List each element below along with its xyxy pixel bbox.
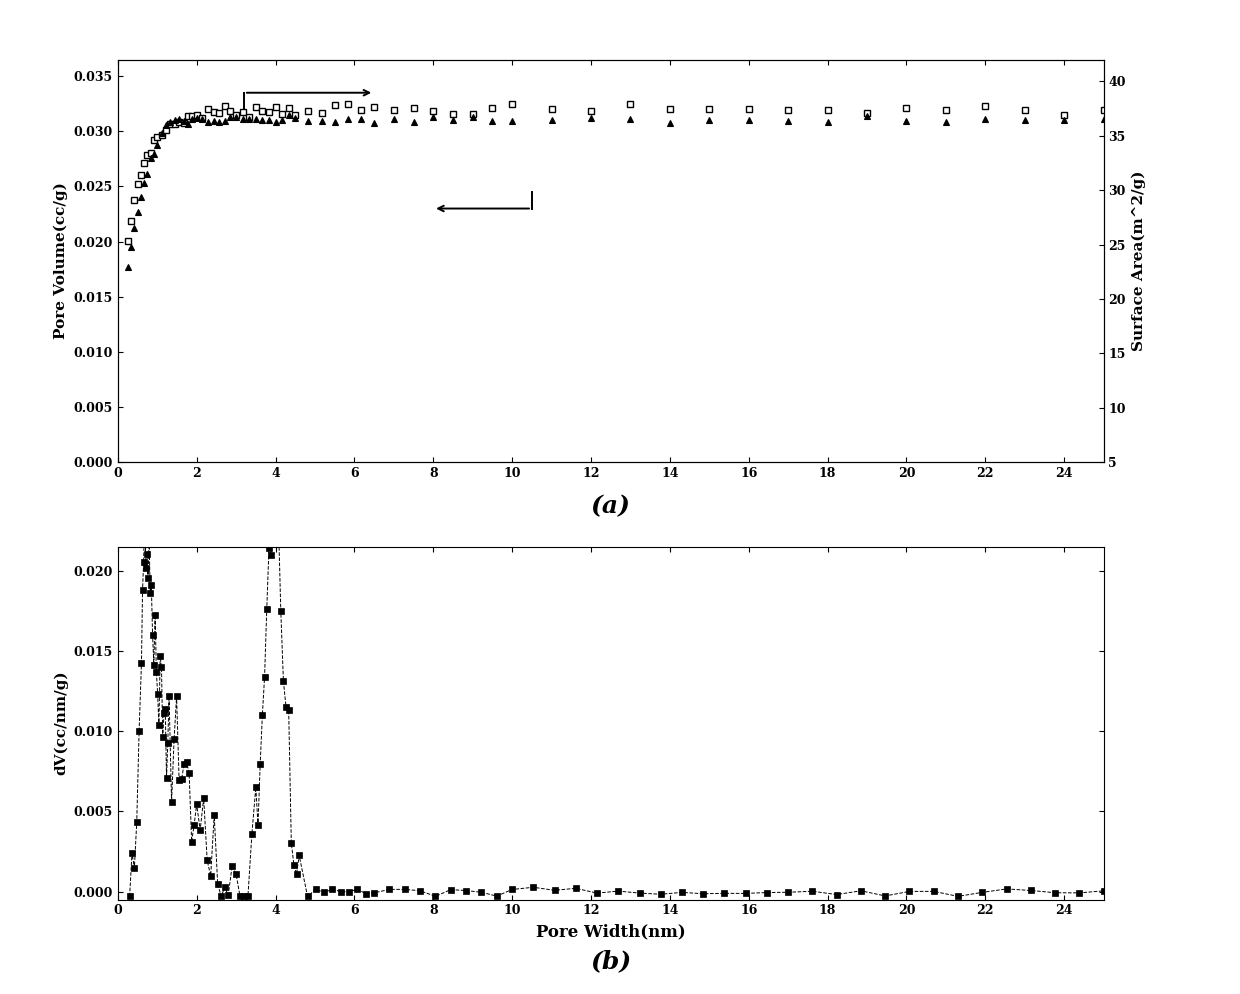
X-axis label: Pore Width(nm): Pore Width(nm) xyxy=(536,923,686,940)
Y-axis label: Pore Volume(cc/g): Pore Volume(cc/g) xyxy=(53,183,68,339)
Y-axis label: dV(cc/nm/g): dV(cc/nm/g) xyxy=(53,671,68,775)
Y-axis label: Surface Area(m^2/g): Surface Area(m^2/g) xyxy=(1132,171,1146,351)
Text: (a): (a) xyxy=(590,494,631,519)
Text: (b): (b) xyxy=(590,949,631,973)
